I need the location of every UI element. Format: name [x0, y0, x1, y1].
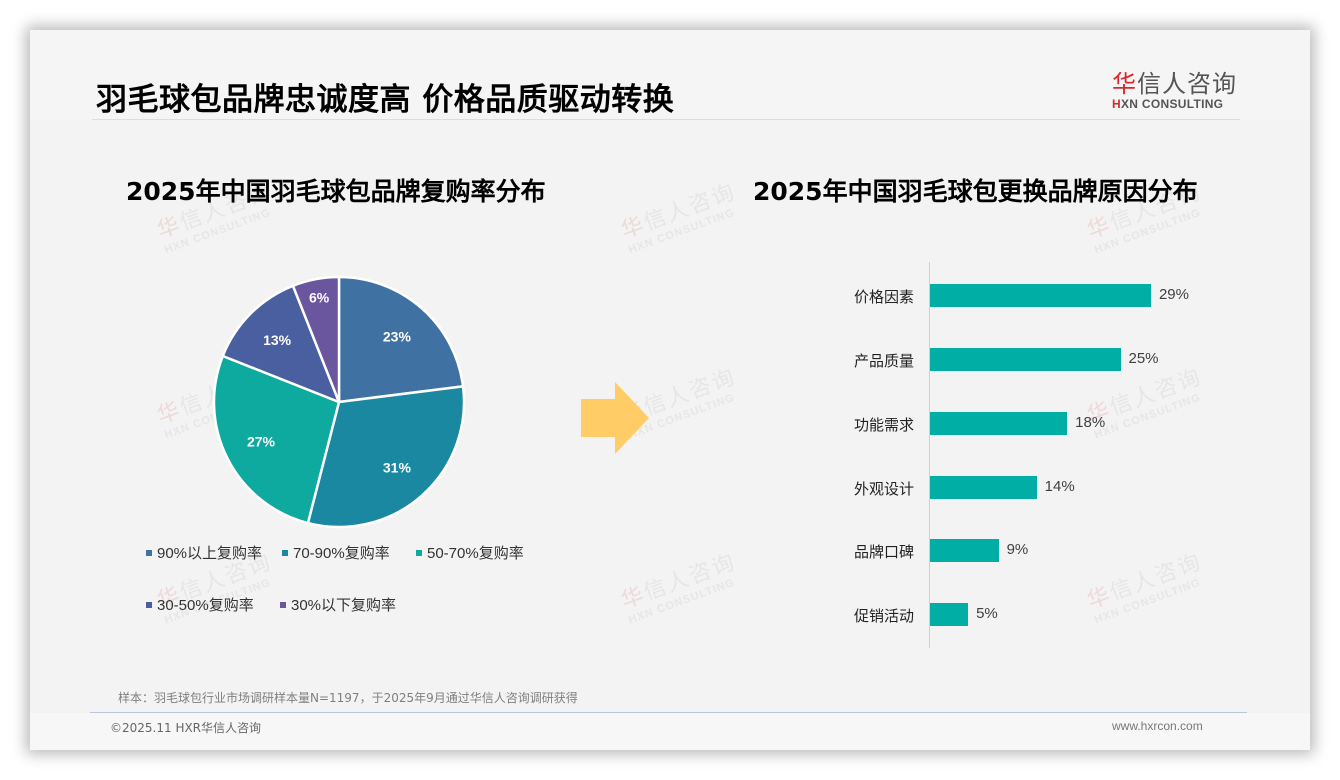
pie-slice-label: 23% — [383, 328, 412, 344]
legend-swatch — [146, 601, 152, 608]
bar-category-label: 促销活动 — [853, 607, 914, 625]
bar-category-label: 价格因素 — [853, 288, 914, 306]
bar-value-label: 9% — [1006, 541, 1029, 558]
pie-slice — [221, 284, 341, 404]
bar — [930, 284, 1151, 307]
logo-cn: 华信人咨询 — [1112, 70, 1237, 98]
watermark: 华信人咨询 HXN CONSULTING — [618, 179, 740, 257]
pie-chart-title: 2025年中国羽毛球包品牌复购率分布 — [126, 177, 546, 206]
bar — [930, 476, 1037, 499]
watermark: 华信人咨询 HXN CONSULTING — [618, 549, 740, 627]
bar-category-label: 品牌口碑 — [853, 543, 914, 561]
arrow-right-icon — [581, 382, 649, 454]
bar-row: 产品质量 25% — [810, 348, 1230, 372]
pie-chart: 23% 31% 27% 13% 6% — [212, 275, 466, 529]
bar-category-label: 功能需求 — [853, 416, 914, 434]
page-title: 羽毛球包品牌忠诚度高 价格品质驱动转换 — [96, 82, 675, 118]
pie-slice — [337, 275, 465, 404]
legend-item: 50-70%复购率 — [416, 542, 524, 563]
website-link[interactable]: www.hxrcon.com — [1112, 719, 1203, 733]
bar-category-label: 外观设计 — [853, 480, 914, 498]
bar — [930, 412, 1068, 435]
legend-swatch — [280, 601, 286, 608]
pie-slice-label: 27% — [247, 434, 276, 450]
logo-en: HXN CONSULTING — [1112, 97, 1224, 111]
legend-swatch — [146, 549, 152, 556]
sample-note: 样本：羽毛球包行业市场调研样本量N=1197，于2025年9月通过华信人咨询调研… — [118, 691, 578, 705]
title-divider — [92, 119, 1240, 120]
pie-slice-label: 13% — [263, 332, 292, 348]
bar-chart-title: 2025年中国羽毛球包更换品牌原因分布 — [753, 177, 1198, 206]
bar-value-label: 29% — [1158, 286, 1189, 303]
legend-item: 30%以下复购率 — [280, 594, 396, 615]
bar — [930, 603, 969, 626]
legend-swatch — [416, 549, 422, 556]
bar — [930, 348, 1121, 371]
legend-item: 70-90%复购率 — [282, 542, 390, 563]
pie-slice-label: 31% — [383, 460, 412, 476]
category-axis — [929, 262, 930, 648]
pie-slice — [291, 275, 341, 404]
bar-row: 价格因素 29% — [810, 284, 1230, 308]
bar-value-label: 5% — [976, 605, 998, 622]
bar-value-label: 18% — [1075, 414, 1106, 431]
pie-slice — [306, 385, 466, 529]
brand-logo: 华信人咨询 HXN CONSULTING — [1112, 64, 1242, 111]
legend-item: 30-50%复购率 — [146, 594, 254, 615]
footer-band — [30, 713, 1310, 750]
bar-chart: 价格因素 29% 产品质量 25% 功能需求 18% 外观设计 14% 品牌口碑 9% 促销活动 5% — [810, 262, 1230, 648]
bar-category-label: 产品质量 — [853, 352, 914, 370]
bar-row: 品牌口碑 9% — [810, 539, 1230, 563]
bar-value-label: 25% — [1128, 350, 1159, 367]
pie-slice — [212, 354, 341, 525]
pie-slice-label: 6% — [309, 290, 330, 306]
bar-row: 功能需求 18% — [810, 412, 1230, 436]
bar — [930, 539, 999, 562]
legend-item: 90%以上复购率 — [146, 542, 262, 563]
bar-row: 外观设计 14% — [810, 476, 1230, 500]
legend-swatch — [282, 549, 288, 556]
slide: 华信人咨询 HXN CONSULTING 华信人咨询 HXN CONSULTIN… — [30, 30, 1310, 750]
bar-value-label: 14% — [1044, 478, 1075, 495]
bar-row: 促销活动 5% — [810, 603, 1230, 627]
copyright: ©2025.11 HXR华信人咨询 — [110, 721, 262, 735]
footer-divider — [90, 712, 1247, 713]
header-band — [30, 30, 1310, 120]
